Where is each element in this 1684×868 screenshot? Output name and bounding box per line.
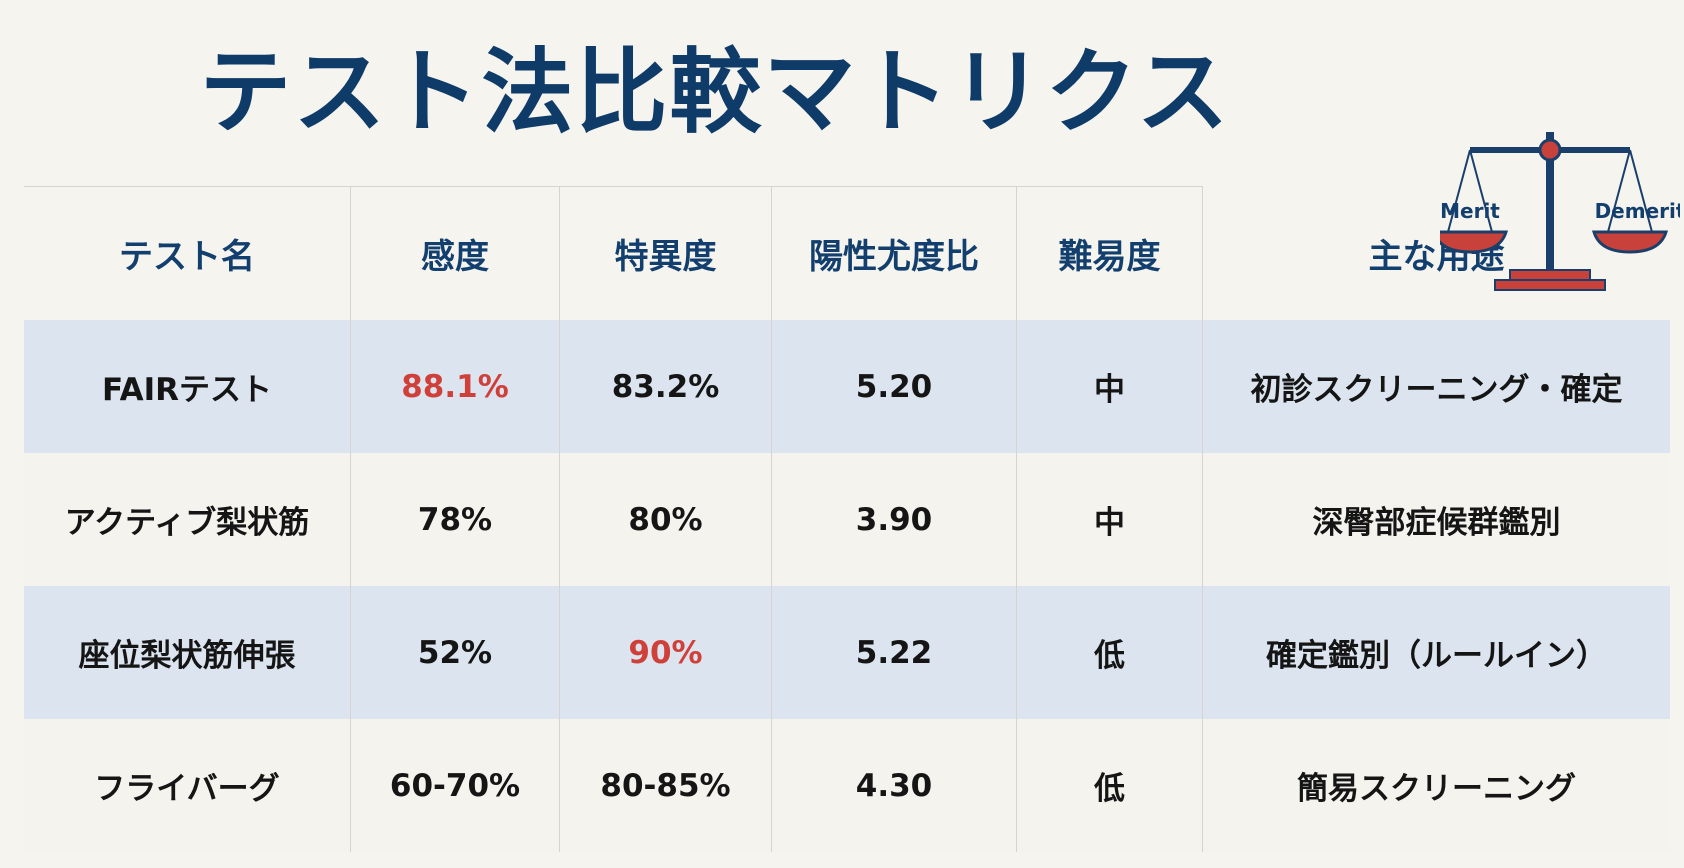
scale-label: Demerit [1595, 199, 1680, 223]
table-cell: 低 [1016, 719, 1203, 852]
table-cell: 簡易スクリーニング [1202, 719, 1670, 852]
table-cell: 中 [1016, 453, 1203, 586]
header-cell: 陽性尤度比 [771, 186, 1017, 320]
header-cell: 特異度 [559, 186, 772, 320]
table-cell: アクティブ梨状筋 [24, 453, 351, 586]
table-cell: 深臀部症候群鑑別 [1202, 453, 1670, 586]
header-cell: 難易度 [1016, 186, 1203, 320]
table-row: フライバーグ 60-70% 80-85% 4.30 低簡易スクリーニング [24, 719, 1670, 852]
table-cell: 52% [350, 586, 560, 719]
table-row: アクティブ梨状筋 78% 80% 3.90 中深臀部症候群鑑別 [24, 453, 1670, 586]
table-cell: 3.90 [771, 453, 1017, 586]
table-cell: 中 [1016, 320, 1203, 453]
table-row: FAIRテスト 88.1% 83.2% 5.20 中初診スクリーニング・確定 [24, 320, 1670, 453]
table-cell: 5.20 [771, 320, 1017, 453]
header-cell: 感度 [350, 186, 560, 320]
table-cell: 78% [350, 453, 560, 586]
table-cell: 初診スクリーニング・確定 [1202, 320, 1670, 453]
table-cell: 80-85% [559, 719, 772, 852]
scale-label: Merit [1440, 199, 1500, 223]
table-cell: 4.30 [771, 719, 1017, 852]
table-cell: 88.1% [350, 320, 560, 453]
table-cell: 5.22 [771, 586, 1017, 719]
table-cell: 確定鑑別（ルールイン） [1202, 586, 1670, 719]
table-cell: 60-70% [350, 719, 560, 852]
table-cell: 座位梨状筋伸張 [24, 586, 351, 719]
title: テスト法比較マトリクス [199, 39, 1231, 146]
table-cell: FAIRテスト [24, 320, 351, 453]
table-cell: 90% [559, 586, 772, 719]
header-cell: テスト名 [24, 186, 351, 320]
table-cell: 低 [1016, 586, 1203, 719]
table-cell: 80% [559, 453, 772, 586]
scale-icon: Merit Demerit [1440, 132, 1680, 291]
table-row: 座位梨状筋伸張 52% 90% 5.22 低確定鑑別（ルールイン） [24, 586, 1670, 719]
comparison-table: テスト名 感度 特異度 陽性尤度比 難易度 主な用途 FAIRテスト 88.1% 83.2% 5… [24, 186, 1670, 852]
table-cell: フライバーグ [24, 719, 351, 852]
table-cell: 83.2% [559, 320, 772, 453]
header-row: テスト名 感度 特異度 陽性尤度比 難易度 主な用途 [24, 186, 1670, 320]
